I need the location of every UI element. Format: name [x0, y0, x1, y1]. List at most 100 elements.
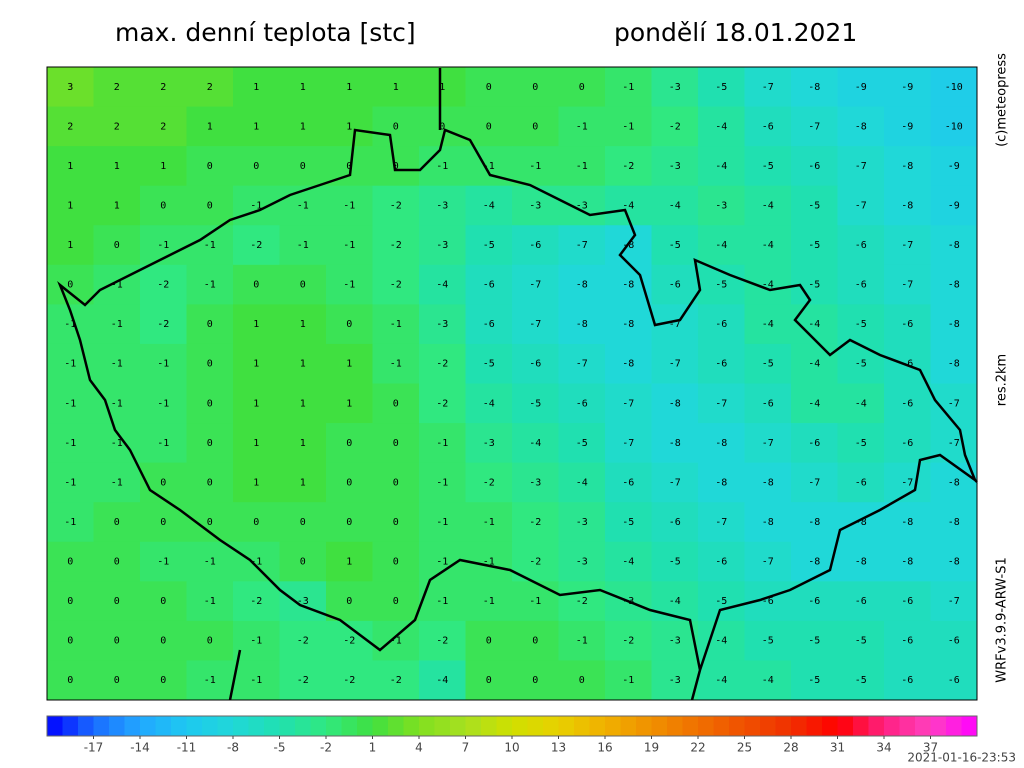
cell-value: -4 [715, 675, 727, 686]
grid-cell [465, 423, 513, 464]
grid-cell [930, 264, 978, 305]
cell-value: -7 [762, 438, 774, 449]
cell-value: -4 [855, 398, 867, 409]
grid-cell [884, 660, 931, 701]
cell-value: -8 [622, 280, 634, 291]
grid-cell [372, 67, 420, 108]
cell-value: -7 [576, 240, 588, 251]
colorbar-step [465, 716, 482, 736]
colorbar: -17 -14 -11 -8 -5 -2 1 4 7 10 13 16 19 22 25 28 31 34 37 [46, 715, 978, 755]
grid-cell [140, 343, 187, 384]
grid-cell [465, 304, 513, 345]
cell-value: -2 [390, 240, 402, 251]
colorbar-step [930, 716, 947, 736]
cell-value: 1 [393, 82, 399, 93]
cell-value: 0 [300, 161, 306, 172]
grid-cell [884, 185, 931, 226]
grid-cell [93, 304, 141, 345]
grid-cell [93, 185, 141, 226]
cell-value: -6 [715, 359, 727, 370]
grid-cell [326, 541, 373, 582]
colorbar-step [899, 716, 916, 736]
cell-value: -1 [111, 280, 123, 291]
grid-cell [651, 541, 699, 582]
grid-cell [140, 462, 187, 503]
grid-cell [279, 304, 327, 345]
grid-cell [512, 185, 559, 226]
cell-value: 0 [114, 240, 120, 251]
grid-cell [698, 225, 745, 266]
cell-value: -7 [901, 280, 913, 291]
grid-cell [372, 620, 420, 661]
colorbar-step [124, 716, 141, 736]
cell-value: 0 [114, 517, 120, 528]
cell-value: -6 [855, 477, 867, 488]
cell-value: -9 [855, 82, 867, 93]
cell-value: 1 [67, 161, 73, 172]
cell-value: -8 [901, 200, 913, 211]
cell-value: -6 [901, 636, 913, 647]
grid-cell [93, 146, 141, 187]
colorbar-tick-label: -17 [84, 741, 104, 755]
grid-cell [837, 343, 885, 384]
cell-value: 1 [300, 319, 306, 330]
cell-value: -2 [343, 675, 355, 686]
cell-value: -3 [669, 82, 681, 93]
cell-value: 1 [253, 477, 259, 488]
cell-value: 0 [346, 161, 352, 172]
grid-cell [605, 620, 652, 661]
model-name: WRFv3.9.9-ARW-S1 [995, 557, 1010, 682]
grid-cell [930, 620, 978, 661]
cell-value: -7 [762, 82, 774, 93]
cell-value: 1 [439, 82, 445, 93]
colorbar-step [574, 716, 590, 736]
colorbar-step [760, 716, 776, 736]
grid-cell [930, 146, 978, 187]
grid-cell [744, 423, 792, 464]
cell-value: 1 [300, 477, 306, 488]
cell-value: -8 [669, 398, 681, 409]
grid-cell [326, 383, 373, 424]
cell-value: 0 [160, 636, 166, 647]
cell-value: -8 [948, 477, 960, 488]
colorbar-step [713, 716, 730, 736]
country-border [57, 68, 978, 701]
cell-value: 0 [114, 636, 120, 647]
grid-cell [279, 343, 327, 384]
colorbar-step [884, 716, 900, 736]
grid-cell [93, 67, 141, 108]
cell-value: -1 [250, 636, 262, 647]
colorbar-tick-label: 28 [783, 741, 798, 755]
cell-value: -7 [529, 319, 541, 330]
cell-value: -1 [483, 517, 495, 528]
grid-cell [186, 146, 234, 187]
cell-value: -7 [901, 240, 913, 251]
grid-cell [512, 620, 559, 661]
colorbar-step [357, 716, 373, 736]
grid-cell [186, 462, 234, 503]
cell-value: 0 [300, 280, 306, 291]
cell-value: -9 [901, 121, 913, 132]
cell-value: -1 [576, 636, 588, 647]
cell-value: 1 [253, 121, 259, 132]
grid-cell [233, 660, 280, 701]
cell-value: 0 [532, 82, 538, 93]
colorbar-tick-label: -5 [274, 741, 286, 755]
grid-cell [558, 106, 606, 147]
grid-cell [326, 423, 373, 464]
grid-cell [465, 660, 513, 701]
cell-value: -8 [855, 121, 867, 132]
grid-cell [140, 106, 187, 147]
colorbar-tick-label: 19 [644, 741, 659, 755]
grid-cell [372, 581, 420, 622]
grid-cell [744, 106, 792, 147]
grid-cell [512, 462, 559, 503]
grid-cell [884, 502, 931, 543]
grid-cell [558, 67, 606, 108]
cell-value: 0 [207, 636, 213, 647]
grid-cell [419, 67, 466, 108]
cell-value: 0 [67, 596, 73, 607]
colorbar-step [217, 716, 234, 736]
cell-value: -3 [436, 200, 448, 211]
cell-value: 0 [253, 280, 259, 291]
